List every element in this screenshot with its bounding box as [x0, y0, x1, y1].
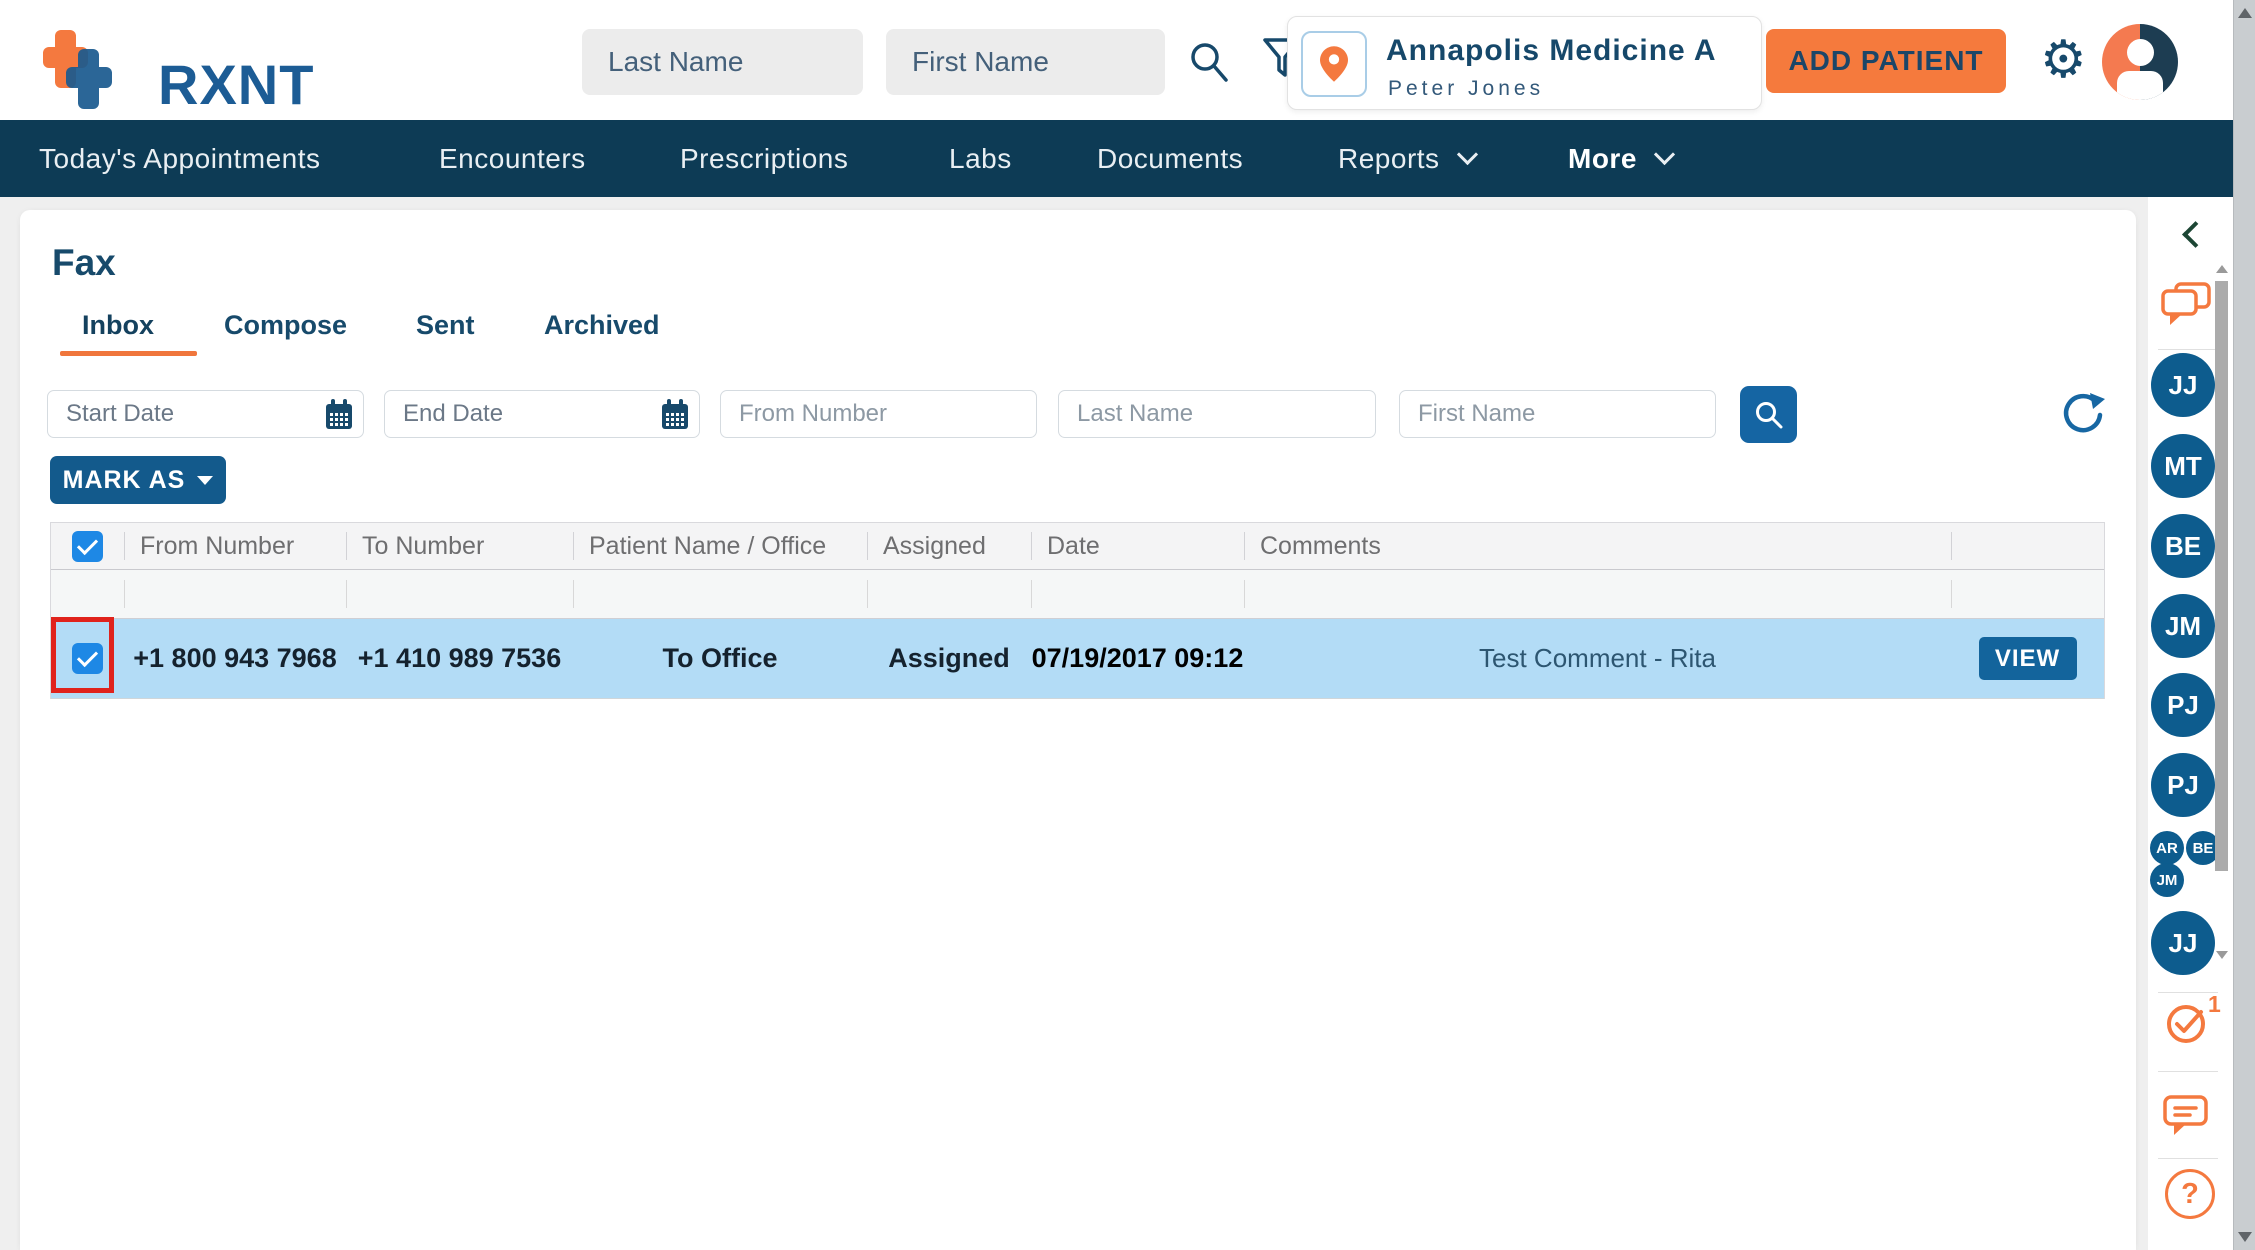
view-fax-button[interactable]: VIEW — [1978, 637, 2077, 680]
contact-avatar-small[interactable]: AR — [2150, 831, 2184, 865]
contact-avatar[interactable]: JM — [2151, 594, 2215, 658]
practice-name: Annapolis Medicine A — [1386, 34, 1717, 67]
tab-archived[interactable]: Archived — [544, 310, 660, 340]
scroll-up-icon[interactable] — [2238, 8, 2252, 18]
row-comments: Test Comment - Rita — [1479, 643, 1716, 673]
select-all-checkbox[interactable] — [72, 530, 103, 562]
row-patient-office: To Office — [662, 643, 778, 673]
contact-avatar-small[interactable]: JM — [2150, 863, 2184, 897]
row-from-number: +1 800 943 7968 — [133, 643, 337, 673]
main-nav: Today's Appointments Encounters Prescrip… — [0, 120, 2233, 197]
row-assigned: Assigned — [888, 643, 1010, 673]
start-date-input[interactable] — [47, 390, 364, 438]
caret-down-icon — [197, 475, 214, 485]
conversations-icon[interactable] — [2160, 281, 2212, 329]
last-name-filter-input[interactable] — [1058, 390, 1376, 438]
nav-labs[interactable]: Labs — [949, 142, 1012, 174]
row-to-number: +1 410 989 7536 — [357, 643, 562, 673]
page-scrollbar[interactable] — [2233, 0, 2255, 1250]
chevron-down-icon — [1456, 143, 1478, 166]
scrollbar-thumb[interactable] — [2215, 281, 2228, 871]
avatar-person-icon — [2127, 39, 2154, 66]
table-filter-row — [51, 570, 2104, 619]
practice-user: Peter Jones — [1388, 77, 1545, 100]
fax-panel: Fax Inbox Compose Sent Archived — [20, 210, 2136, 1250]
add-patient-button[interactable]: ADD PATIENT — [1766, 29, 2006, 93]
contact-avatar-small[interactable]: BE — [2186, 831, 2220, 865]
nav-reports[interactable]: Reports — [1338, 120, 1478, 197]
page-title: Fax — [52, 242, 116, 283]
col-to-number[interactable]: To Number — [346, 523, 573, 569]
chat-sidebar: JJ MT BE JM PJ PJ AR BE JM JJ 1 — [2148, 197, 2233, 1250]
patient-last-name-search-input[interactable] — [582, 29, 863, 95]
end-date-input[interactable] — [384, 390, 700, 438]
rxnt-logo[interactable]: RXNT — [40, 18, 370, 116]
divider — [2158, 1071, 2218, 1072]
search-icon — [1755, 401, 1782, 428]
nav-encounters[interactable]: Encounters — [439, 142, 586, 174]
contact-avatar[interactable]: PJ — [2151, 753, 2215, 817]
search-icon[interactable] — [1188, 40, 1230, 84]
refresh-icon[interactable] — [2060, 392, 2106, 438]
mark-as-button[interactable]: MARK AS — [50, 456, 226, 504]
divider — [2158, 992, 2218, 993]
tasks-badge: 1 — [2208, 991, 2221, 1017]
app-header: RXNT Annapolis Medicine A Peter Jones AD… — [0, 0, 2233, 120]
contact-avatar[interactable]: MT — [2151, 434, 2215, 498]
nav-todays-appointments[interactable]: Today's Appointments — [39, 142, 321, 174]
sidebar-scrollbar[interactable] — [2214, 265, 2229, 959]
nav-prescriptions[interactable]: Prescriptions — [680, 142, 849, 174]
contact-avatar[interactable]: BE — [2151, 514, 2215, 578]
tab-sent[interactable]: Sent — [416, 310, 475, 340]
user-avatar[interactable] — [2102, 24, 2178, 100]
divider — [2158, 1158, 2218, 1159]
practice-selector[interactable]: Annapolis Medicine A Peter Jones — [1287, 16, 1762, 110]
active-tab-underline — [60, 351, 197, 356]
col-actions — [1951, 523, 2104, 569]
location-pin-box — [1301, 31, 1367, 97]
row-date: 07/19/2017 09:12 — [1031, 643, 1244, 673]
fax-row[interactable]: +1 800 943 7968 +1 410 989 7536 To Offic… — [51, 619, 2104, 699]
nav-more[interactable]: More — [1568, 120, 1676, 197]
contact-avatar[interactable]: JJ — [2151, 353, 2215, 417]
logo-text: RXNT — [158, 53, 315, 116]
tasks-icon[interactable]: 1 — [2164, 991, 2221, 1051]
settings-gear-icon[interactable]: ⚙ — [2040, 31, 2087, 89]
col-assigned[interactable]: Assigned — [867, 523, 1031, 569]
tab-inbox[interactable]: Inbox — [82, 310, 154, 340]
col-from-number[interactable]: From Number — [124, 523, 346, 569]
table-header-row: From Number To Number Patient Name / Off… — [51, 523, 2104, 570]
contact-avatar[interactable]: PJ — [2151, 673, 2215, 737]
feedback-chat-icon[interactable] — [2162, 1093, 2210, 1137]
nav-documents[interactable]: Documents — [1097, 142, 1244, 174]
patient-first-name-search-input[interactable] — [886, 29, 1165, 95]
help-icon[interactable]: ? — [2165, 1169, 2215, 1219]
rxnt-logo-icon — [43, 30, 112, 109]
tab-compose[interactable]: Compose — [224, 310, 348, 340]
col-date[interactable]: Date — [1031, 523, 1244, 569]
scroll-down-icon[interactable] — [2238, 1232, 2252, 1242]
chevron-down-icon — [1653, 143, 1676, 166]
divider — [2158, 349, 2218, 350]
collapse-sidebar-icon[interactable] — [2182, 221, 2209, 248]
fax-table: From Number To Number Patient Name / Off… — [50, 522, 2105, 699]
contact-avatar[interactable]: JJ — [2151, 911, 2215, 975]
fax-search-button[interactable] — [1740, 386, 1797, 443]
scroll-down-icon[interactable] — [2216, 951, 2228, 959]
from-number-filter-input[interactable] — [720, 390, 1037, 438]
location-pin-icon — [1320, 46, 1348, 82]
scroll-up-icon[interactable] — [2216, 265, 2228, 273]
first-name-filter-input[interactable] — [1399, 390, 1716, 438]
col-comments[interactable]: Comments — [1244, 523, 1951, 569]
row-checkbox[interactable] — [72, 643, 103, 674]
col-patient-office[interactable]: Patient Name / Office — [573, 523, 867, 569]
